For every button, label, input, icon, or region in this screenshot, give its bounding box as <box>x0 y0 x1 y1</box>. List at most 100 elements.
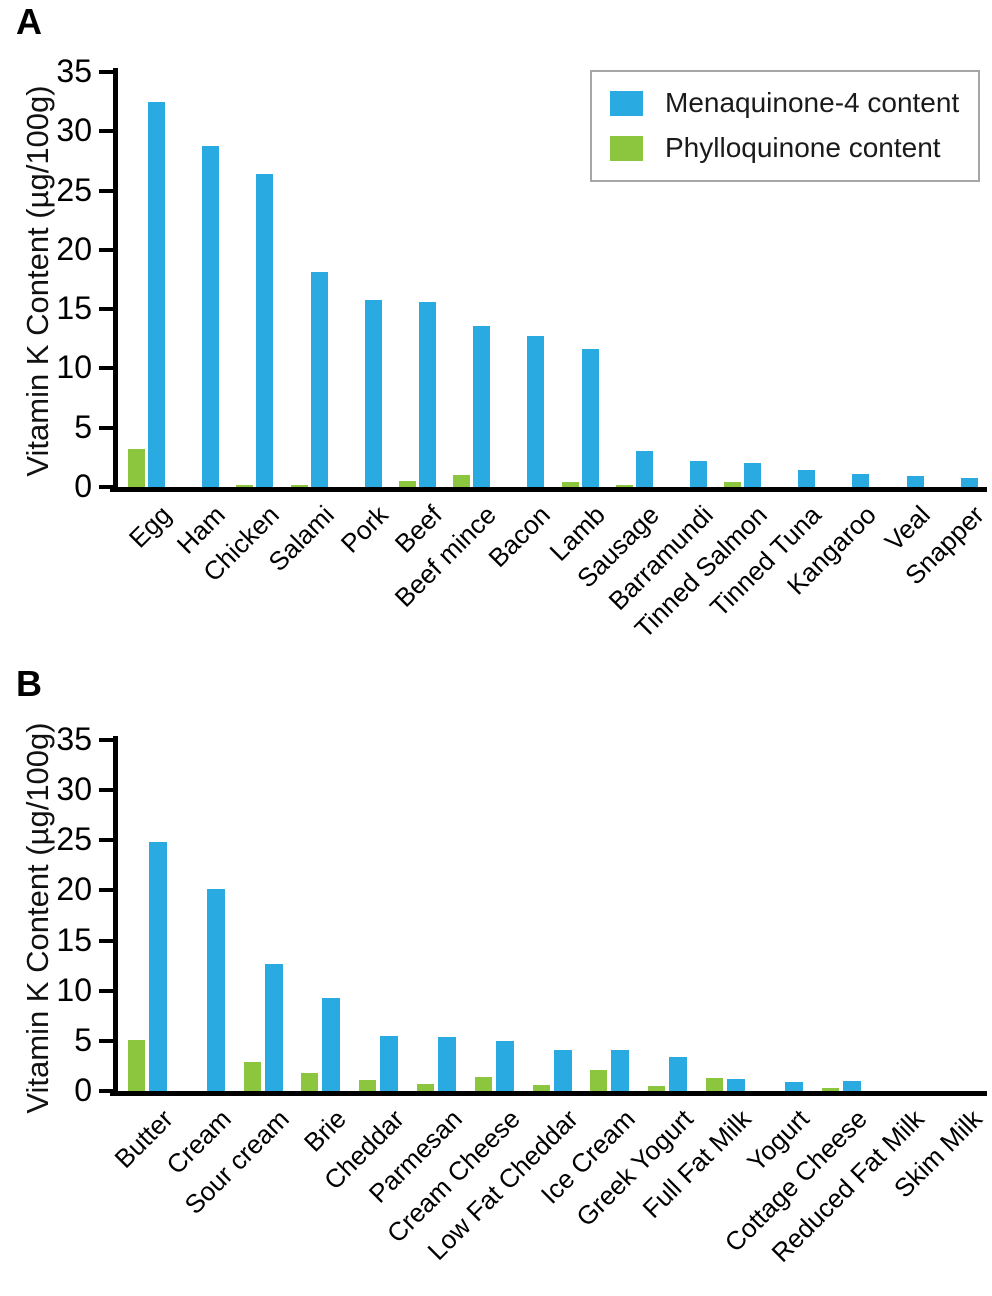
y-axis-line <box>113 736 118 1096</box>
bar-phylloquinone-greek-yogurt <box>648 1085 666 1091</box>
y-tick <box>99 788 114 793</box>
x-category-label: Barramundi <box>602 499 719 616</box>
bar-menaquinone4-barramundi <box>689 460 707 487</box>
bar-menaquinone4-beef-mince <box>473 325 491 487</box>
x-category-label: Sour cream <box>178 1103 295 1220</box>
x-category-label: Cottage Cheese <box>718 1103 873 1258</box>
y-tick <box>99 938 114 943</box>
x-category-label: Butter <box>108 1103 179 1174</box>
x-category-label: Cream <box>160 1103 237 1180</box>
panel-a-label: A <box>16 1 42 42</box>
legend-item-phylloquinone: Phylloquinone content <box>610 132 978 164</box>
bar-menaquinone4-cottage-cheese <box>842 1080 861 1091</box>
x-category-label: Low Fat Cheddar <box>421 1103 584 1266</box>
bar-menaquinone4-sausage <box>635 451 653 487</box>
x-category-label: Ice Cream <box>535 1103 642 1210</box>
bar-menaquinone4-cheddar <box>380 1035 399 1091</box>
bar-phylloquinone-beef <box>398 481 416 487</box>
x-category-label: Bacon <box>482 499 557 573</box>
y-tick <box>99 188 114 193</box>
bar-menaquinone4-bacon <box>527 336 545 487</box>
bar-menaquinone4-egg <box>148 101 165 487</box>
x-category-label: Snapper <box>898 499 990 591</box>
bar-phylloquinone-salami <box>290 484 308 487</box>
legend-label: Menaquinone-4 content <box>665 87 960 118</box>
phylloquinone-color-swatch <box>610 135 643 161</box>
menaquinone-color-swatch <box>610 90 643 116</box>
bar-phylloquinone-low-fat-cheddar <box>532 1084 550 1091</box>
y-tick <box>99 366 114 371</box>
bar-phylloquinone-lamb <box>561 482 579 487</box>
bar-menaquinone4-lamb <box>581 349 599 487</box>
y-tick <box>99 129 114 134</box>
x-category-label: Yogurt <box>740 1103 815 1178</box>
bar-menaquinone4-salami <box>310 272 328 487</box>
x-category-label: Brie <box>298 1103 353 1158</box>
bar-menaquinone4-ham <box>202 145 220 487</box>
x-category-label: Sausage <box>570 499 665 594</box>
bar-phylloquinone-cottage-cheese <box>821 1087 839 1091</box>
bar-menaquinone4-butter <box>149 842 167 1091</box>
x-category-label: Chicken <box>197 499 286 588</box>
bar-menaquinone4-parmesan <box>438 1036 456 1091</box>
y-tick <box>99 485 114 489</box>
x-category-label: Tinned Tuna <box>704 499 828 623</box>
x-category-label: Greek Yogurt <box>570 1103 699 1233</box>
x-category-label: Beef <box>388 499 448 559</box>
bar-menaquinone4-tinned-salmon <box>744 463 762 487</box>
x-category-label: Ham <box>171 499 232 560</box>
legend-label: Phylloquinone content <box>665 132 941 163</box>
bar-menaquinone4-tinned-tuna <box>798 470 816 487</box>
bar-menaquinone4-brie <box>322 997 341 1091</box>
bar-phylloquinone-cream-cheese <box>474 1076 492 1091</box>
x-category-label: Parmesan <box>362 1103 468 1209</box>
bar-phylloquinone-cheddar <box>359 1079 377 1091</box>
bar-phylloquinone-tinned-salmon <box>724 482 742 487</box>
y-tick <box>99 425 114 430</box>
x-category-label: Salami <box>262 499 340 578</box>
bar-phylloquinone-egg <box>128 449 145 487</box>
legend-item-menaquinone: Menaquinone-4 content <box>610 87 978 119</box>
x-category-label: Reduced Fat Milk <box>765 1103 931 1268</box>
x-category-label: Lamb <box>543 499 611 567</box>
bar-menaquinone4-low-fat-cheddar <box>553 1049 572 1091</box>
x-category-label: Full Fat Milk <box>636 1103 757 1224</box>
x-category-label: Cream Cheese <box>380 1103 526 1249</box>
y-tick <box>99 70 114 74</box>
bar-phylloquinone-brie <box>301 1072 319 1091</box>
x-category-label: Veal <box>878 499 936 557</box>
y-axis-title-b: Vitamin K Content (µg/100g) <box>20 722 55 1114</box>
y-tick <box>99 307 114 312</box>
y-tick <box>99 738 114 742</box>
y-tick <box>99 1038 114 1043</box>
bar-menaquinone4-ice-cream <box>611 1049 630 1091</box>
x-category-label: Kangaroo <box>780 499 882 601</box>
y-tick <box>99 1089 114 1093</box>
bar-menaquinone4-full-fat-milk <box>727 1078 745 1091</box>
x-category-label: Pork <box>334 499 394 559</box>
bar-menaquinone4-yogurt <box>784 1081 803 1091</box>
y-tick <box>99 247 114 252</box>
x-category-label: Tinned Salmon <box>628 499 773 644</box>
bar-menaquinone4-greek-yogurt <box>669 1056 688 1091</box>
x-category-label: Beef mince <box>388 499 503 613</box>
bar-menaquinone4-kangaroo <box>852 473 870 487</box>
x-axis-line <box>110 1091 987 1096</box>
legend: Menaquinone-4 content Phylloquinone cont… <box>590 70 980 182</box>
bar-phylloquinone-sour-cream <box>243 1061 261 1091</box>
bar-menaquinone4-veal <box>906 476 924 487</box>
bar-phylloquinone-butter <box>128 1039 145 1091</box>
bar-menaquinone4-pork <box>364 299 382 487</box>
bar-phylloquinone-sausage <box>615 484 633 487</box>
bar-menaquinone4-cream <box>206 889 225 1091</box>
bar-menaquinone4-cream-cheese <box>495 1040 514 1091</box>
y-tick <box>99 888 114 893</box>
bar-phylloquinone-beef-mince <box>453 475 471 487</box>
bar-menaquinone4-chicken <box>256 173 274 487</box>
y-tick-label: 35 <box>56 53 92 89</box>
y-tick <box>99 838 114 843</box>
bar-phylloquinone-parmesan <box>417 1083 434 1091</box>
